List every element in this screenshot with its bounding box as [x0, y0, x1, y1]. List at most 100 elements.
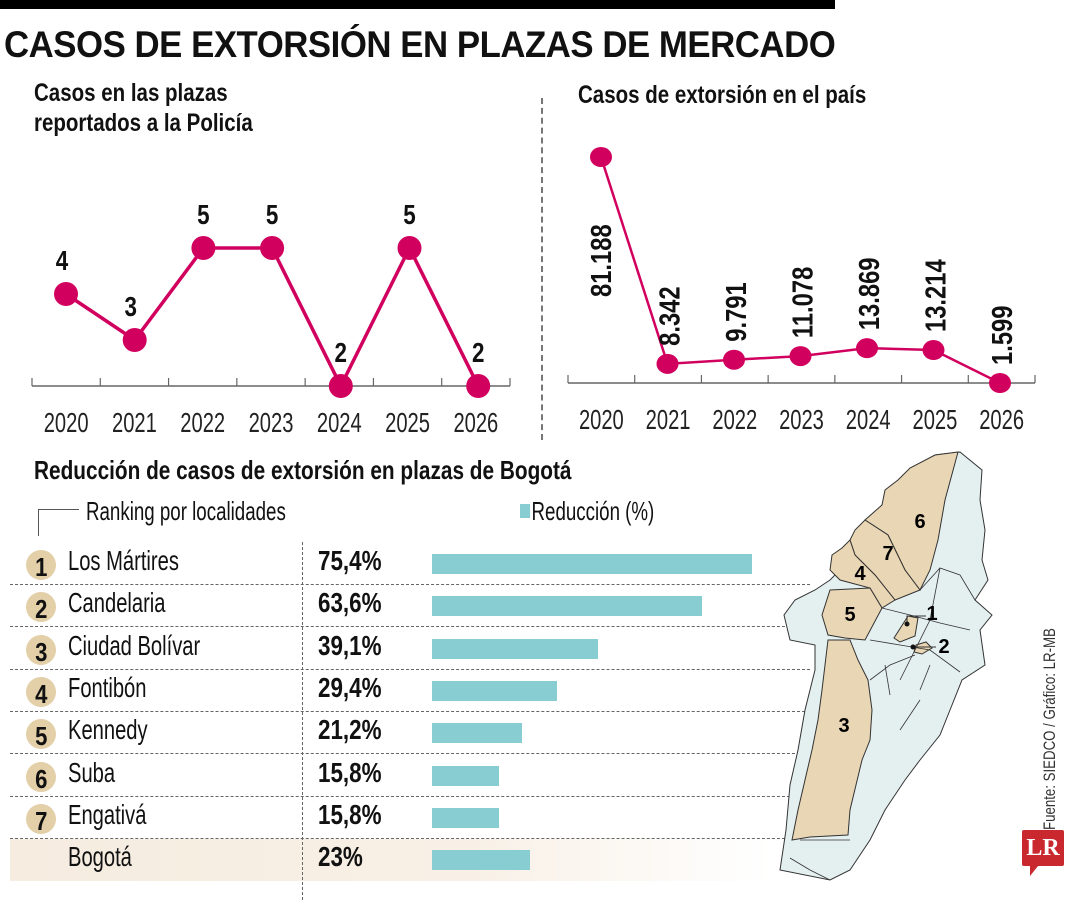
- ranking-section-title: Reducción de casos de extorsión en plaza…: [34, 455, 572, 485]
- data-label: 9.791: [720, 282, 753, 341]
- data-point: [191, 236, 216, 260]
- left-chart-title-line1: Casos en las plazas: [34, 79, 228, 107]
- rank-number: 4: [34, 678, 48, 709]
- rank-number: 1: [34, 552, 48, 582]
- data-point: [922, 340, 945, 361]
- row-separator: [10, 795, 810, 797]
- map-dot-1: [904, 621, 910, 627]
- data-label: 13.214: [919, 259, 952, 332]
- map-leader-1: [906, 615, 926, 624]
- ranking-row: 5 Kennedy 21,2%: [10, 712, 810, 755]
- country-cases-line-chart: 2020 2021 2022 2023 2024 2025 2026 81.188 8.342 9…: [567, 147, 1036, 436]
- reduction-bar: [432, 765, 500, 786]
- bar-legend: Reducción (%): [520, 496, 654, 527]
- locality-name: Bogotá: [68, 841, 132, 873]
- data-point: [54, 282, 78, 306]
- row-separator: [10, 626, 810, 628]
- x-tick-label: 2026: [979, 405, 1024, 436]
- data-label: 5: [197, 200, 209, 231]
- x-tick-label: 2021: [112, 408, 157, 439]
- row-separator: [10, 668, 810, 670]
- ranking-row: 4 Fontibón 29,4%: [10, 670, 810, 712]
- locality-name: Suba: [68, 756, 116, 788]
- ranking-row: 7 Engativá 15,8%: [10, 797, 810, 839]
- data-label: 2: [472, 338, 484, 369]
- rank-number: 2: [34, 594, 48, 625]
- row-separator: [10, 710, 810, 712]
- data-label: 5: [403, 200, 415, 231]
- page-title: CASOS DE EXTORSIÓN EN PLAZAS DE MERCADO: [4, 24, 836, 65]
- reduction-value: 39,1%: [318, 629, 382, 661]
- reduction-bar: [432, 638, 598, 659]
- data-label: 2: [335, 338, 347, 369]
- rank-badge: 3: [26, 634, 56, 667]
- x-tick-label: 2020: [579, 405, 624, 436]
- map-label-6: 6: [914, 511, 925, 533]
- lr-logo-tail: [1030, 866, 1044, 876]
- reduction-bar: [432, 850, 530, 871]
- reduction-bar: [432, 723, 522, 744]
- data-label: 4: [56, 246, 68, 277]
- x-tick-label: 2024: [317, 408, 362, 439]
- rank-badge: 1: [26, 550, 56, 582]
- lr-logo: LR: [1022, 830, 1064, 866]
- rank-badge: 7: [26, 803, 56, 836]
- data-label: 8.342: [653, 286, 686, 345]
- rank-badge: 6: [26, 761, 56, 794]
- map-label-1: 1: [926, 603, 937, 625]
- map-label-5: 5: [844, 604, 855, 626]
- x-tick-label: 2026: [453, 408, 498, 439]
- x-tick-label: 2022: [180, 408, 225, 439]
- reduction-value: 15,8%: [318, 798, 382, 830]
- legend-label: Reducción (%): [531, 496, 655, 526]
- plaza-cases-line-chart: 2020 2021 2022 2023 2024 2025 2026 4 3 5 5 2 5 2: [31, 200, 511, 439]
- reduction-bar: [432, 807, 500, 828]
- data-point: [723, 349, 745, 370]
- right-chart-title: Casos de extorsión en el país: [578, 81, 867, 109]
- map-label-7: 7: [882, 543, 893, 565]
- locality-name: Kennedy: [68, 714, 148, 746]
- map-region-ciudad-bolivar: [791, 639, 873, 841]
- map-label-3: 3: [838, 715, 849, 737]
- bogota-localities-map: 6 7 4 5 3 1 2: [779, 451, 993, 881]
- data-point: [789, 346, 812, 367]
- reduction-value: 21,2%: [318, 714, 382, 746]
- data-label: 1.599: [986, 306, 1019, 365]
- ranking-row: 6 Suba 15,8%: [10, 755, 810, 797]
- locality-name: Ciudad Bolívar: [68, 629, 201, 661]
- reduction-value: 63,6%: [318, 587, 382, 619]
- map-dot-2: [910, 644, 916, 650]
- rank-number: 7: [34, 805, 48, 836]
- locality-name: Candelaria: [68, 587, 166, 619]
- x-tick-label: 2025: [913, 405, 958, 436]
- map-region-kennedy: [821, 587, 883, 641]
- rank-badge: 2: [26, 592, 56, 624]
- data-point: [590, 147, 612, 167]
- row-separator: [10, 753, 810, 755]
- rank-number: 5: [34, 721, 48, 752]
- data-point: [122, 328, 147, 352]
- map-label-2: 2: [938, 636, 949, 658]
- reduction-value: 75,4%: [318, 545, 382, 576]
- x-tick-label: 2023: [249, 408, 294, 439]
- map-region-los-martires: [893, 615, 919, 643]
- reduction-bar: [432, 554, 752, 574]
- x-tick-label: 2024: [846, 405, 891, 436]
- x-tick-label: 2020: [44, 408, 89, 439]
- ranking-row: 1 Los Mártires 75,4%: [10, 543, 810, 585]
- ranking-row: 3 Ciudad Bolívar 39,1%: [10, 628, 810, 670]
- data-point: [260, 236, 285, 260]
- row-separator: [10, 584, 810, 585]
- top-rule: [0, 0, 835, 9]
- data-label: 11.078: [786, 267, 819, 338]
- x-tick-label: 2025: [385, 408, 430, 439]
- rank-number: 6: [34, 763, 48, 794]
- data-point: [989, 373, 1011, 393]
- map-label-4: 4: [854, 563, 866, 585]
- reduction-bar: [432, 596, 702, 617]
- reduction-value: 23%: [318, 841, 363, 873]
- ranking-row: 2 Candelaria 63,6%: [10, 585, 810, 628]
- locality-name: Engativá: [68, 798, 147, 830]
- ranking-subtitle: Ranking por localidades: [86, 496, 286, 526]
- data-point: [856, 338, 878, 359]
